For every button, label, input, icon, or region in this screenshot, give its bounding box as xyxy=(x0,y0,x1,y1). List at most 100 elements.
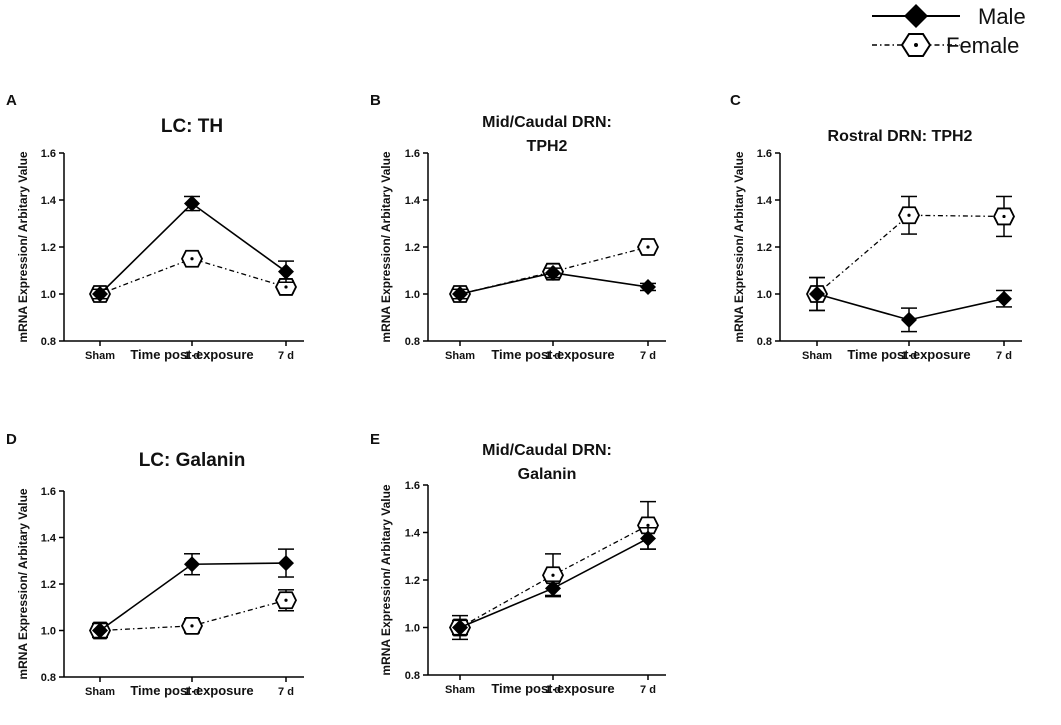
female-data-point-dot xyxy=(551,573,555,577)
x-tick-label: 7 d xyxy=(640,350,656,362)
y-tick-label: 1.0 xyxy=(41,626,56,638)
female-data-point-dot xyxy=(284,598,288,602)
chart-title: Mid/Caudal DRN: xyxy=(482,114,612,131)
legend-female-marker-dot xyxy=(914,43,918,47)
male-data-point xyxy=(545,580,561,597)
x-axis-label: Time post-exposure xyxy=(130,347,253,362)
y-axis-label: mRNA Expression/ Arbitary Value xyxy=(379,484,393,676)
male-data-point xyxy=(184,556,200,573)
male-data-point xyxy=(452,619,468,636)
male-data-point xyxy=(278,263,294,280)
y-tick-label: 1.2 xyxy=(41,579,56,591)
chart-panel-a: A LC: TH 0.8 1.0 1.2 1.4 1.6 Sham 1 d 7 d Time pos… xyxy=(6,92,304,362)
x-tick-label: 1 d xyxy=(184,686,200,698)
y-tick-label: 1.4 xyxy=(405,528,421,540)
x-tick-label: 7 d xyxy=(640,684,656,696)
male-data-point xyxy=(640,278,656,295)
x-tick-label: 7 d xyxy=(278,350,294,362)
female-data-point-dot xyxy=(907,213,911,217)
y-tick-label: 0.8 xyxy=(41,672,56,684)
panel-letter: B xyxy=(370,92,381,109)
y-tick-label: 1.6 xyxy=(405,480,420,492)
panel-letter: D xyxy=(6,431,17,448)
y-tick-label: 0.8 xyxy=(41,336,56,348)
y-tick-label: 1.4 xyxy=(757,195,773,207)
y-tick-label: 1.6 xyxy=(41,486,56,498)
chart-panel-b: B Mid/Caudal DRN: TPH2 0.8 1.0 1.2 1.4 1.6 Sham 1… xyxy=(370,92,666,362)
y-axis-label: mRNA Expression/ Arbitary Value xyxy=(732,151,746,343)
y-tick-label: 1.4 xyxy=(405,195,421,207)
x-tick-label: Sham xyxy=(445,684,475,696)
female-data-point-dot xyxy=(646,245,650,249)
male-data-point xyxy=(809,286,825,302)
y-tick-label: 1.6 xyxy=(405,148,420,160)
female-data-point-dot xyxy=(190,257,194,261)
y-tick-label: 0.8 xyxy=(405,670,420,682)
x-axis-label: Time post-exposure xyxy=(491,681,614,696)
x-tick-label: Sham xyxy=(85,686,115,698)
chart-title: TPH2 xyxy=(527,138,568,155)
male-data-point xyxy=(901,311,917,328)
x-axis-label: Time post-exposure xyxy=(491,347,614,362)
panels: A LC: TH 0.8 1.0 1.2 1.4 1.6 Sham 1 d 7 d Time pos… xyxy=(6,92,1022,698)
x-tick-label: Sham xyxy=(445,350,475,362)
y-tick-label: 0.8 xyxy=(405,336,420,348)
chart-title: LC: Galanin xyxy=(139,450,246,471)
x-tick-label: Sham xyxy=(85,350,115,362)
female-series-line xyxy=(99,258,287,295)
female-data-point-dot xyxy=(284,285,288,289)
y-tick-label: 1.0 xyxy=(41,289,56,301)
x-tick-label: 7 d xyxy=(278,686,294,698)
y-tick-label: 1.2 xyxy=(41,242,56,254)
y-axis-label: mRNA Expression/ Arbitary Value xyxy=(16,488,30,680)
female-data-point-dot xyxy=(1002,214,1006,219)
female-data-point-dot xyxy=(190,624,194,628)
male-data-point xyxy=(184,195,200,212)
panel-letter: A xyxy=(6,92,17,109)
chart-title: Galanin xyxy=(518,466,577,483)
chart-panel-e: E Mid/Caudal DRN: Galanin 0.8 1.0 1.2 1.4 1.6 Sh… xyxy=(370,431,666,696)
legend-male-marker xyxy=(904,4,928,28)
male-data-point xyxy=(996,290,1012,307)
x-tick-label: 1 d xyxy=(545,350,561,362)
y-axis-label: mRNA Expression/ Arbitary Value xyxy=(16,151,30,343)
x-tick-label: 1 d xyxy=(901,350,917,362)
chart-panel-d: D LC: Galanin 0.8 1.0 1.2 1.4 1.6 Sham 1 d 7 d Tim… xyxy=(6,431,304,698)
female-series-line xyxy=(459,524,649,629)
x-tick-label: Sham xyxy=(802,350,832,362)
male-data-point xyxy=(92,622,108,639)
y-tick-label: 1.0 xyxy=(757,289,772,301)
chart-panel-c: C Rostral DRN: TPH2 0.8 1.0 1.2 1.4 1.6 Sham 1 d… xyxy=(730,92,1022,362)
male-data-point xyxy=(452,286,468,302)
y-tick-label: 1.6 xyxy=(41,148,56,160)
y-tick-label: 1.4 xyxy=(41,533,57,545)
y-tick-label: 1.4 xyxy=(41,195,57,207)
x-tick-label: 1 d xyxy=(545,684,561,696)
male-data-point xyxy=(640,530,656,547)
y-tick-label: 1.0 xyxy=(405,623,420,635)
male-data-point xyxy=(278,555,294,572)
male-series-line xyxy=(99,202,287,295)
x-axis-label: Time post-exposure xyxy=(130,683,253,698)
legend-male-label: Male xyxy=(978,4,1026,29)
panel-letter: C xyxy=(730,92,741,109)
female-series-line xyxy=(816,214,1005,295)
x-axis-label: Time post-exposure xyxy=(847,347,970,362)
chart-title: Mid/Caudal DRN: xyxy=(482,442,612,459)
y-tick-label: 1.0 xyxy=(405,289,420,301)
legend: Male Female xyxy=(872,4,1026,58)
y-tick-label: 0.8 xyxy=(757,336,772,348)
y-tick-label: 1.6 xyxy=(757,148,772,160)
y-tick-label: 1.2 xyxy=(405,242,420,254)
male-data-point xyxy=(545,264,561,281)
male-data-point xyxy=(92,286,108,302)
y-tick-label: 1.2 xyxy=(405,575,420,587)
chart-title: LC: TH xyxy=(161,116,223,137)
y-tick-label: 1.2 xyxy=(757,242,772,254)
female-data-point-dot xyxy=(646,523,650,527)
legend-female-label: Female xyxy=(946,33,1019,58)
y-axis-label: mRNA Expression/ Arbitary Value xyxy=(379,151,393,343)
x-tick-label: 7 d xyxy=(996,350,1012,362)
chart-title: Rostral DRN: TPH2 xyxy=(828,128,973,145)
